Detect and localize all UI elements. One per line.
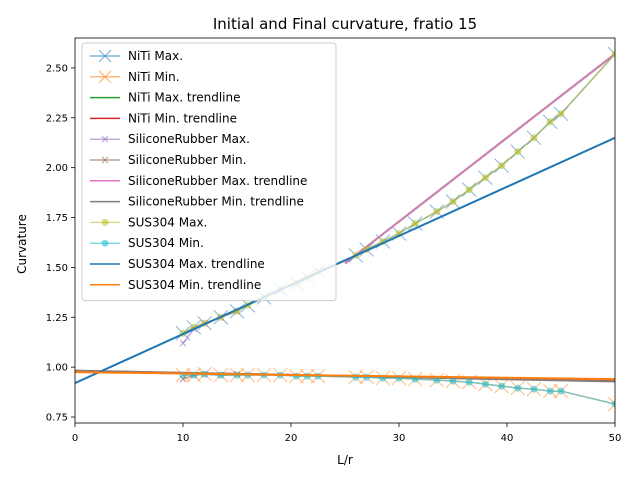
sus304-max-point — [530, 134, 538, 142]
x-tick-label: 10 — [177, 433, 190, 444]
chart-title: Initial and Final curvature, fratio 15 — [213, 15, 477, 33]
sus304-max-point — [514, 148, 522, 156]
legend: NiTi Max. NiTi Min. NiTi Max. trendline NiT… — [81, 42, 337, 302]
sus304-min-point — [481, 380, 489, 388]
sus304-max-point — [611, 50, 615, 58]
sus304-max-point — [481, 174, 489, 182]
y-tick-label: 1.00 — [46, 363, 68, 374]
sus304-min-trendline-line — [75, 371, 615, 381]
x-tick-label: 40 — [501, 433, 514, 444]
legend-label: NiTi Min. trendline — [128, 111, 237, 125]
legend-entry-siliconerubber-max: SiliconeRubber Max. — [90, 132, 250, 146]
legend-entry-siliconerubber-max-trendline: SiliconeRubber Max. trendline — [90, 174, 307, 188]
legend-entry-niti-max: NiTi Max. — [90, 49, 183, 63]
y-tick-label: 2.25 — [46, 113, 68, 124]
legend-entry-sus304-min-trendline: SUS304 Min. trendline — [90, 278, 261, 292]
y-tick-label: 0.75 — [46, 413, 68, 424]
legend-label: SiliconeRubber Max. trendline — [128, 174, 307, 188]
sus304-min-point — [546, 387, 554, 395]
legend-swatch-marker — [98, 70, 112, 84]
y-tick-label: 2.50 — [46, 63, 68, 74]
sus304-min-point — [557, 387, 565, 395]
sus304-min-point — [352, 373, 360, 381]
legend-label: SUS304 Min. trendline — [128, 278, 261, 292]
plot-frame — [74, 37, 616, 424]
sus304-min-point — [514, 384, 522, 392]
legend-label: SiliconeRubber Min. — [128, 153, 246, 167]
sus304-min-point — [449, 377, 457, 385]
sus304-max-point — [449, 198, 457, 206]
sus304-max-trendline-series — [75, 136, 615, 385]
legend-label: SiliconeRubber Min. trendline — [128, 195, 304, 209]
legend-entry-sus304-max-trendline: SUS304 Max. trendline — [90, 257, 265, 271]
x-tick-label: 50 — [609, 433, 622, 444]
sus304-min-point — [465, 378, 473, 386]
y-axis-label: Curvature — [15, 214, 29, 274]
legend-entry-niti-max-trendline: NiTi Max. trendline — [90, 91, 241, 105]
siliconerubber-max-point — [179, 339, 187, 347]
sus304-min-point — [498, 382, 506, 390]
legend-swatch-marker — [101, 156, 109, 164]
sus304-min-point — [530, 385, 538, 393]
sus304-max-point — [498, 162, 506, 170]
legend-label: SUS304 Min. — [128, 236, 204, 250]
legend-label: NiTi Max. — [128, 49, 183, 63]
siliconerubber-max-trendline-line — [344, 53, 615, 265]
legend-entry-niti-min-trendline: NiTi Min. trendline — [90, 111, 237, 125]
sus304-min-series — [179, 370, 615, 408]
legend-entry-siliconerubber-min-trendline: SiliconeRubber Min. trendline — [90, 195, 304, 209]
legend-swatch-marker — [98, 49, 112, 63]
sus304-max-point — [557, 110, 565, 118]
x-tick-label: 20 — [285, 433, 298, 444]
legend-swatch-marker — [101, 135, 109, 143]
sus304-min-point — [363, 373, 371, 381]
legend-label: NiTi Max. trendline — [128, 91, 241, 105]
sus304-min-point — [292, 372, 300, 380]
legend-label: SUS304 Max. trendline — [128, 257, 265, 271]
legend-entry-sus304-min: SUS304 Min. — [90, 236, 204, 250]
sus304-max-point — [546, 118, 554, 126]
y-tick-label: 1.50 — [46, 263, 68, 274]
legend-label: SiliconeRubber Max. — [128, 132, 250, 146]
legend-label: NiTi Min. — [128, 70, 180, 84]
siliconerubber-max-trendline-series — [344, 53, 615, 265]
y-tick-label: 1.25 — [46, 313, 68, 324]
legend-box — [81, 42, 337, 302]
y-tick-label: 1.75 — [46, 213, 68, 224]
axes-layer: 0 10 20 30 40 50 0.75 1.00 1.25 1.50 1.75 2.00 2.25 2… — [46, 37, 622, 444]
x-tick-label: 30 — [393, 433, 406, 444]
sus304-min-point — [433, 376, 441, 384]
legend-entry-sus304-max: SUS304 Max. — [90, 215, 207, 229]
legend-entry-siliconerubber-min: SiliconeRubber Min. — [90, 153, 246, 167]
legend-swatch-marker — [101, 239, 109, 247]
niti-min-point — [607, 396, 615, 412]
sus304-min-trendline-series — [75, 371, 615, 381]
sus304-min-point — [217, 371, 225, 379]
legend-label: SUS304 Max. — [128, 215, 207, 229]
sus304-max-trendline-line — [75, 136, 615, 385]
sus304-max-point — [411, 220, 419, 228]
y-tick-label: 2.00 — [46, 163, 68, 174]
sus304-max-point — [433, 208, 441, 216]
sus304-max-point — [465, 186, 473, 194]
x-axis-label: L/r — [337, 453, 353, 467]
legend-swatch-marker — [101, 218, 109, 226]
legend-entry-niti-min: NiTi Min. — [90, 70, 180, 84]
sus304-min-point — [611, 400, 615, 408]
x-tick-label: 0 — [72, 433, 78, 444]
